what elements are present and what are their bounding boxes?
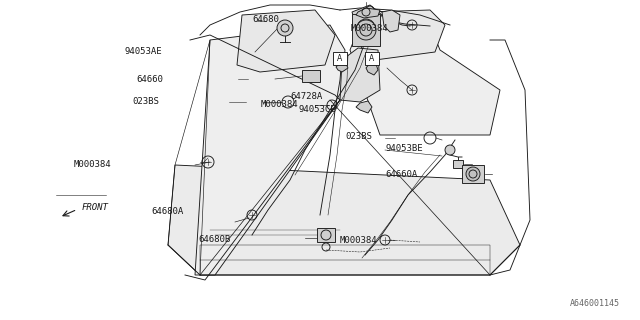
Bar [333, 52, 347, 65]
Bar [355, 14, 377, 42]
Text: A: A [369, 54, 374, 63]
Polygon shape [350, 25, 500, 135]
Polygon shape [336, 63, 348, 72]
Bar [462, 165, 484, 183]
Bar [453, 160, 463, 168]
Polygon shape [356, 8, 380, 18]
Text: FRONT: FRONT [81, 203, 108, 212]
Bar [352, 14, 380, 46]
Text: M000384: M000384 [260, 100, 298, 109]
Text: M000384: M000384 [351, 24, 388, 33]
Polygon shape [360, 10, 445, 60]
Text: 023BS: 023BS [346, 132, 372, 141]
Circle shape [466, 167, 480, 181]
Text: 023BS: 023BS [132, 97, 159, 106]
Text: 64660: 64660 [136, 75, 163, 84]
Circle shape [445, 145, 455, 155]
Polygon shape [195, 25, 345, 275]
Polygon shape [366, 63, 378, 75]
Text: M000384: M000384 [339, 236, 377, 245]
Text: A646001145: A646001145 [570, 299, 620, 308]
Polygon shape [168, 165, 520, 275]
Bar [317, 228, 335, 242]
Bar [302, 70, 320, 82]
Text: A: A [337, 54, 342, 63]
Text: M000384: M000384 [74, 160, 111, 169]
Polygon shape [237, 10, 335, 72]
Circle shape [357, 19, 375, 37]
Text: 64680: 64680 [252, 15, 279, 24]
Polygon shape [352, 5, 382, 25]
Text: 64680B: 64680B [198, 235, 230, 244]
Text: 64660A: 64660A [385, 170, 417, 179]
Polygon shape [356, 101, 372, 113]
Text: 64680A: 64680A [152, 207, 184, 216]
Text: 64728A: 64728A [290, 92, 322, 101]
Bar [365, 52, 379, 65]
Text: 94053BE: 94053BE [385, 144, 423, 153]
Circle shape [277, 20, 293, 36]
Text: 94053CE: 94053CE [299, 105, 337, 114]
Circle shape [356, 20, 376, 40]
Polygon shape [382, 10, 400, 32]
Text: 94053AE: 94053AE [125, 47, 163, 56]
Polygon shape [340, 48, 380, 102]
